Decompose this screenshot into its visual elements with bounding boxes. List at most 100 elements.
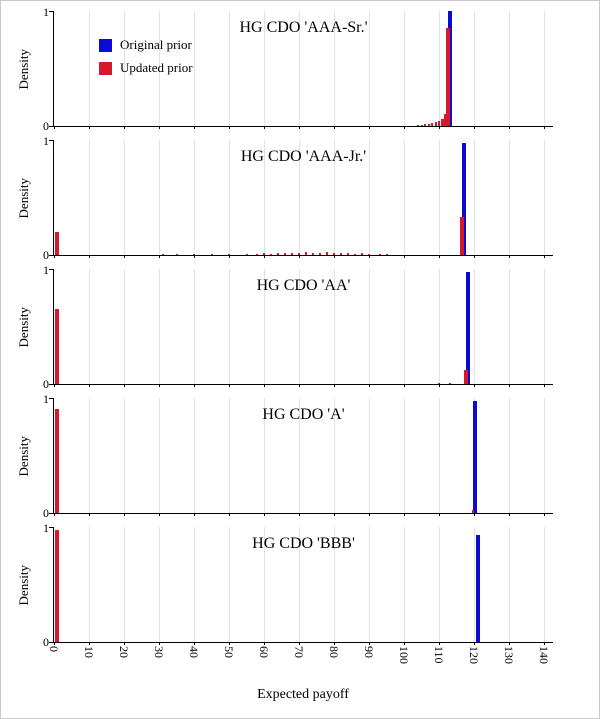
gridline	[159, 140, 160, 255]
y-tick-label: 0	[43, 635, 49, 649]
gridline	[264, 11, 265, 126]
gridline	[439, 398, 440, 513]
density-bar-updated-prior	[333, 253, 335, 255]
density-bar-updated-prior	[256, 254, 258, 255]
gridline	[544, 527, 545, 642]
density-bar-updated-prior	[417, 125, 419, 126]
density-bar-original-prior	[465, 272, 470, 384]
x-tick-mark	[334, 255, 335, 258]
x-tick-mark	[89, 384, 90, 387]
y-axis-label: Density	[16, 48, 31, 90]
x-tick-mark	[369, 513, 370, 516]
gridline	[229, 269, 230, 384]
density-bar-updated-prior	[298, 253, 300, 255]
x-axis: 0 10 20 30 40 50 60 70 80 90 100 110 120 130 140	[47, 643, 553, 687]
legend: Original prior Updated prior	[99, 37, 193, 76]
x-tick-mark	[54, 255, 55, 258]
gridline	[439, 527, 440, 642]
y-axis-label: Density	[16, 564, 31, 606]
gridline	[124, 140, 125, 255]
x-tick-mark	[509, 126, 510, 129]
y-tick-label: 0	[43, 248, 49, 262]
density-bar-updated-prior	[54, 530, 59, 642]
legend-item: Original prior	[99, 37, 193, 53]
gridline	[334, 11, 335, 126]
density-bar-updated-prior	[438, 383, 440, 384]
legend-swatch-updated-prior	[99, 61, 112, 75]
x-axis-tick-label: 110	[432, 646, 446, 664]
x-tick-mark	[124, 255, 125, 258]
x-tick-mark	[334, 513, 335, 516]
density-bar-updated-prior	[434, 122, 437, 126]
x-tick-mark	[54, 642, 55, 645]
plot-area: HG CDO 'AAA-Jr.'	[49, 140, 553, 258]
gridline	[474, 527, 475, 642]
density-bar-updated-prior	[385, 254, 388, 255]
gridline	[124, 11, 125, 126]
y-tick-label: 1	[43, 263, 49, 277]
x-axis-tick-label: 100	[397, 646, 411, 664]
x-tick-mark	[439, 384, 440, 387]
y-tick-label: 1	[43, 521, 49, 535]
x-axis-tick-label: 20	[117, 646, 131, 658]
gridline	[474, 11, 475, 126]
panel-1: Density 1 0 HG CDO 'AAA-Jr.'	[13, 135, 599, 261]
x-tick-mark	[334, 642, 335, 645]
gridline	[369, 269, 370, 384]
density-bar-updated-prior	[431, 123, 433, 126]
y-tick-mark	[49, 398, 53, 399]
x-tick-mark	[159, 384, 160, 387]
x-tick-mark	[509, 255, 510, 258]
x-tick-mark	[124, 513, 125, 516]
gridline	[159, 269, 160, 384]
density-bar-updated-prior	[420, 125, 423, 126]
x-tick-mark	[194, 513, 195, 516]
x-axis-tick-label: 60	[257, 646, 271, 658]
density-bar-updated-prior	[347, 253, 349, 255]
density-bar-updated-prior	[459, 217, 464, 255]
gridline	[264, 527, 265, 642]
x-tick-mark	[439, 513, 440, 516]
density-bar-updated-prior	[427, 124, 430, 126]
x-tick-mark	[369, 126, 370, 129]
y-axis-label: Density	[16, 177, 31, 219]
x-tick-mark	[404, 384, 405, 387]
gridline	[544, 269, 545, 384]
gridline	[229, 11, 230, 126]
density-bar-updated-prior	[277, 253, 279, 255]
gridline	[264, 398, 265, 513]
panel-0: Density 1 0 HG CDO 'AAA-Sr.' Original prior U…	[13, 6, 599, 132]
x-tick-mark	[369, 255, 370, 258]
x-axis-tick-label: 50	[222, 646, 236, 658]
x-tick-mark	[439, 642, 440, 645]
x-tick-mark	[229, 384, 230, 387]
x-tick-mark	[194, 255, 195, 258]
density-bar-original-prior	[472, 401, 477, 513]
density-bar-original-prior	[462, 143, 467, 255]
x-tick-mark	[54, 384, 55, 387]
gridline	[299, 269, 300, 384]
gridline	[404, 269, 405, 384]
x-tick-mark	[194, 384, 195, 387]
x-tick-mark	[544, 255, 545, 258]
x-tick-mark	[474, 384, 475, 387]
legend-label: Updated prior	[120, 60, 193, 75]
x-tick-mark	[509, 384, 510, 387]
y-tick-label: 0	[43, 119, 49, 133]
y-tick-mark	[49, 126, 53, 127]
x-tick-mark	[229, 126, 230, 129]
x-axis-tick-label: 10	[82, 646, 96, 658]
density-bar-updated-prior	[440, 119, 445, 126]
y-tick-mark	[49, 255, 53, 256]
gridline	[439, 269, 440, 384]
gridline	[334, 140, 335, 255]
density-bar-updated-prior	[444, 114, 448, 126]
gridline	[89, 140, 90, 255]
gridline	[229, 527, 230, 642]
gridline	[544, 11, 545, 126]
x-tick-mark	[334, 384, 335, 387]
x-tick-mark	[89, 255, 90, 258]
